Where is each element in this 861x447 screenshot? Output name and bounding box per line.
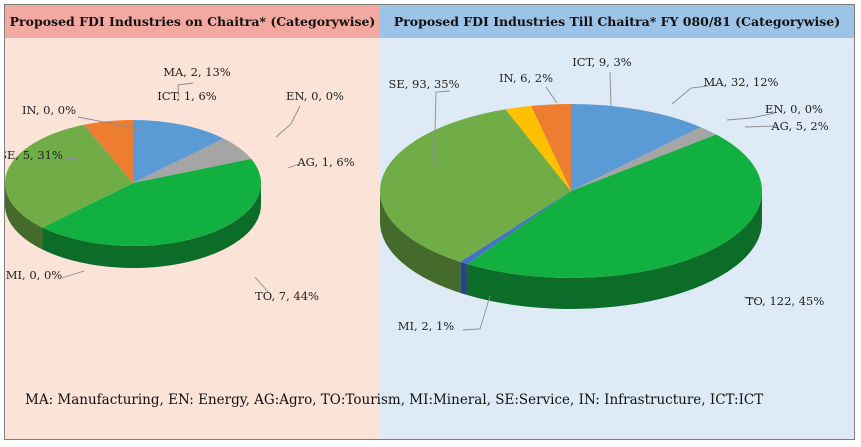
pie-slice-mi: [460, 191, 571, 265]
data-label-ag: AG, 1, 6%: [296, 155, 354, 169]
pie-side-walls: [5, 183, 262, 269]
data-label-to: TO, 7, 44%: [255, 289, 319, 303]
leader-line-in: [77, 116, 146, 131]
data-label-se: SE, 93, 35%: [388, 77, 459, 91]
category-legend: MA: Manufacturing, EN: Energy, AG:Agro, …: [25, 392, 764, 408]
leader-line-en: [275, 105, 301, 138]
leader-line-to: [254, 276, 270, 294]
data-label-ag: AG, 5, 2%: [770, 119, 828, 133]
pie-slice-ict: [531, 104, 571, 191]
pie-slice-to: [42, 158, 262, 247]
data-label-ict: ICT, 9, 3%: [572, 55, 632, 69]
pie-slice-ag: [133, 138, 252, 183]
leader-line-ag: [287, 163, 300, 169]
pie-side-se: [5, 183, 43, 250]
pie-top-faces: [5, 120, 262, 247]
pie-labels: MA, 32, 12% EN, 0, 0% AG, 5, 2% TO, 122, 45…: [388, 55, 828, 333]
leader-line-se: [433, 90, 451, 170]
right-chart-title: Proposed FDI Industries Till Chaitra* FY…: [380, 5, 854, 38]
pie-labels: MA, 2, 13% EN, 0, 0% AG, 1, 6% TO, 7, 44% MI…: [4, 65, 355, 303]
data-label-to: TO, 122, 45%: [746, 294, 825, 308]
leader-line-ma: [671, 84, 717, 105]
leader-line-mi: [61, 270, 85, 279]
leader-line-ag: [744, 125, 777, 128]
leader-line-en: [726, 112, 776, 121]
data-label-mi: MI, 2, 1%: [398, 319, 455, 333]
leader-line-to: [743, 296, 759, 301]
pie-slice-in: [505, 105, 571, 191]
pie-side-mi: [460, 261, 468, 296]
leader-line-mi: [462, 295, 491, 331]
data-label-ma: MA, 32, 12%: [704, 75, 779, 89]
pie-side-walls: [380, 191, 762, 309]
data-label-in: IN, 0, 0%: [22, 103, 76, 117]
data-label-ict: ICT, 1, 6%: [157, 89, 217, 103]
data-label-en: EN, 0, 0%: [286, 89, 344, 103]
pie-side-to: [42, 183, 262, 269]
figure-frame: Proposed FDI Industries on Chaitra* (Cat…: [4, 4, 855, 440]
right-panel: Proposed FDI Industries Till Chaitra* FY…: [380, 5, 854, 439]
pie-slice-se: [5, 124, 133, 228]
leader-line-ma: [177, 82, 194, 98]
data-label-se: SE, 5, 31%: [4, 148, 63, 162]
leader-line-ict: [609, 71, 612, 107]
left-chart-title: Proposed FDI Industries on Chaitra* (Cat…: [5, 5, 380, 38]
pie-slice-ict: [84, 120, 133, 183]
pie-side-se: [380, 191, 461, 293]
pie-side-to: [467, 191, 762, 309]
leader-line-in: [545, 86, 558, 104]
pie-slice-se: [380, 109, 571, 262]
left-pie-chart: MA, 2, 13% EN, 0, 0% AG, 1, 6% TO, 7, 44% MI…: [4, 65, 355, 303]
pie-slice-ma: [571, 104, 701, 191]
pie-top-faces: [380, 104, 763, 279]
data-label-en: EN, 0, 0%: [765, 102, 823, 116]
pie-slice-to: [467, 134, 763, 279]
data-label-in: IN, 6, 2%: [499, 71, 553, 85]
pie-slice-ag: [571, 127, 717, 191]
data-label-ma: MA, 2, 13%: [163, 65, 231, 79]
pie-slice-ma: [133, 120, 224, 183]
leader-line-se: [62, 157, 79, 160]
data-label-mi: MI, 0, 0%: [6, 268, 63, 282]
left-panel: Proposed FDI Industries on Chaitra* (Cat…: [5, 5, 380, 439]
right-pie-chart: MA, 32, 12% EN, 0, 0% AG, 5, 2% TO, 122, 45…: [380, 55, 829, 333]
